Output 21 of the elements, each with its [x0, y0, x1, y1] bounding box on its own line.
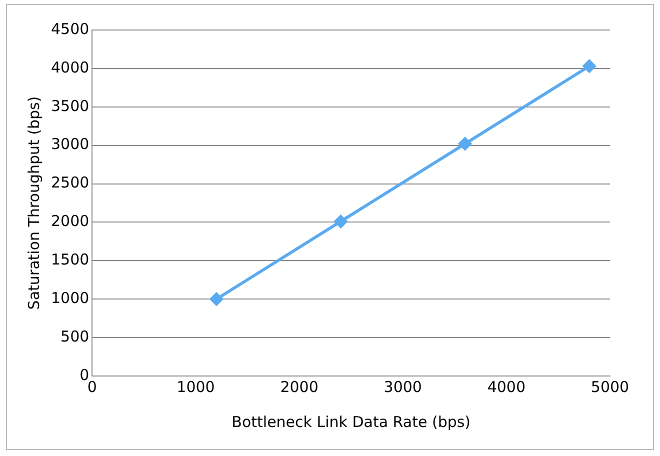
point — [334, 214, 348, 228]
point — [458, 137, 472, 150]
y-tick-label: 4500 — [50, 20, 90, 38]
y-tick-label: 4000 — [50, 58, 90, 76]
x-tick-label: 5000 — [590, 378, 630, 396]
x-tick-label: 2000 — [280, 378, 318, 396]
x-axis-title: Bottleneck Link Data Rate (bps) — [232, 412, 471, 431]
y-tick-label: 3000 — [50, 135, 90, 154]
x-tick-label: 3000 — [384, 378, 422, 396]
point — [582, 60, 596, 73]
y-tick-label: 0 — [80, 366, 90, 384]
x-tick-label: 4000 — [487, 378, 526, 396]
x-tick-label: 1000 — [176, 378, 215, 396]
y-axis-title: Saturation Throughput (bps) — [24, 96, 43, 310]
y-tick-label: 1000 — [50, 289, 90, 307]
y-tick-label: 2000 — [50, 212, 90, 230]
y-tick-label: 2500 — [50, 174, 90, 192]
y-tick-label: 3500 — [50, 96, 90, 115]
y-tick-label: 1500 — [50, 250, 90, 269]
point — [210, 292, 223, 306]
y-tick-label: 500 — [60, 327, 90, 346]
